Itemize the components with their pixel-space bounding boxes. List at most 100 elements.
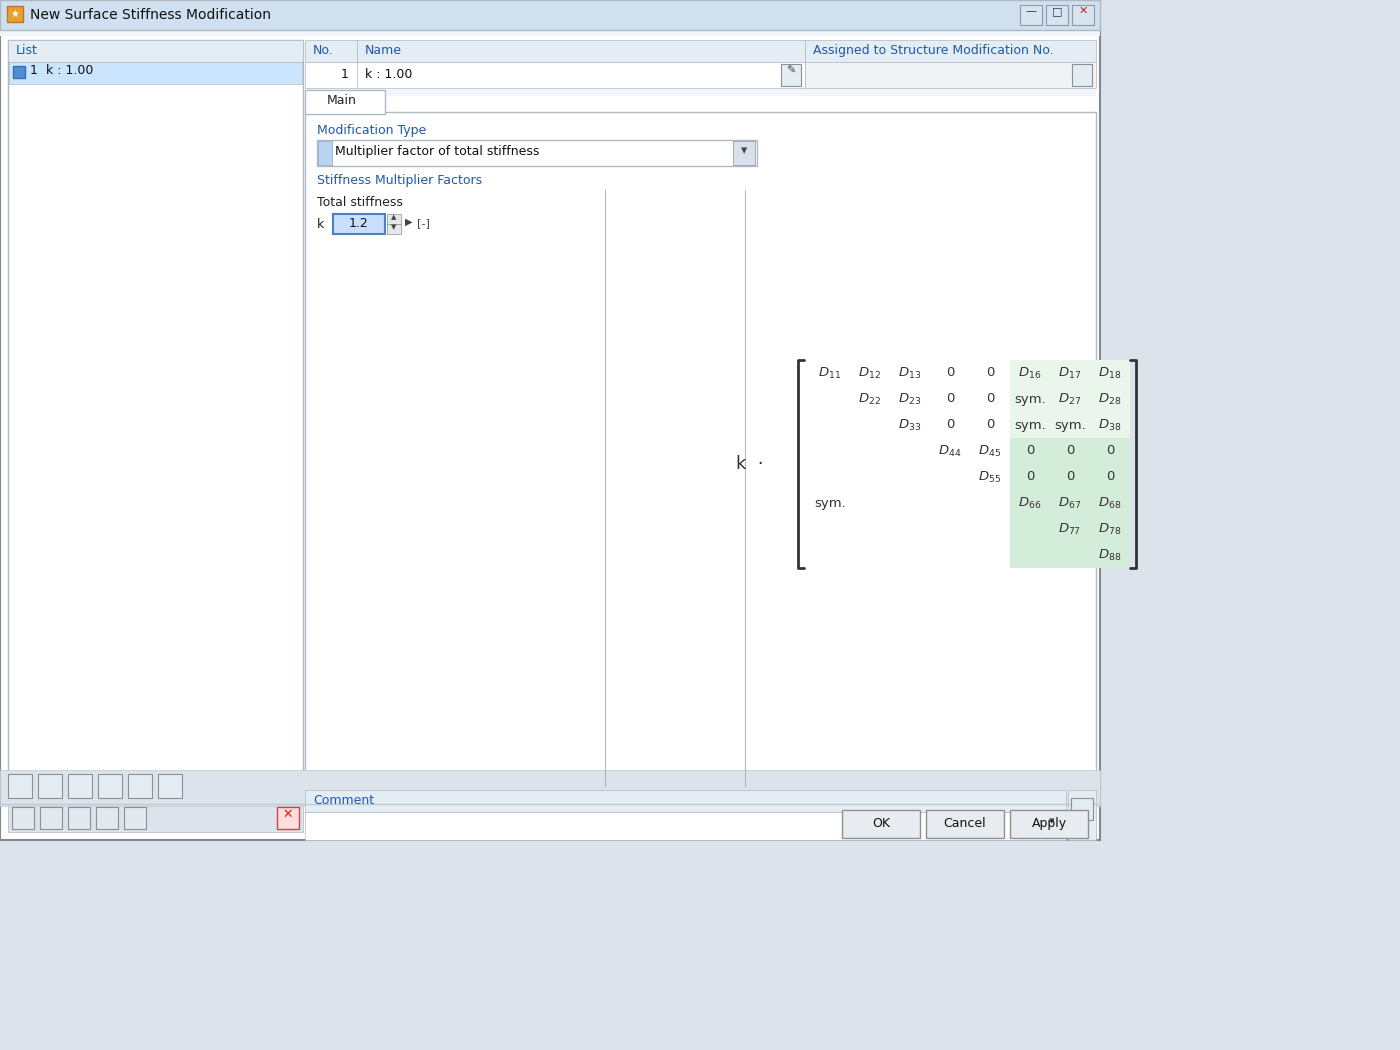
Bar [305,90,385,114]
Bar [316,140,757,166]
Text: 0: 0 [1026,444,1035,458]
Text: $D_{12}$: $D_{12}$ [858,365,882,380]
Text: sym.: sym. [1014,393,1046,405]
Text: $D_{68}$: $D_{68}$ [1099,496,1121,510]
Text: [-]: [-] [417,218,430,228]
Bar [0,770,1100,806]
Bar [1046,5,1068,25]
Bar [0,0,1100,840]
Text: $D_{27}$: $D_{27}$ [1058,392,1082,406]
Text: Multiplier factor of total stiffness: Multiplier factor of total stiffness [335,145,539,158]
Text: ✕: ✕ [1078,6,1088,16]
Bar [98,774,122,798]
Bar [1009,810,1088,838]
Bar [305,812,1065,840]
Bar [305,40,357,62]
Bar [1018,814,1037,838]
Bar [318,141,332,165]
Text: $D_{55}$: $D_{55}$ [979,469,1001,484]
Bar [1009,490,1130,516]
Text: 0: 0 [1106,470,1114,483]
Text: 0: 0 [1026,470,1035,483]
Bar [13,66,25,78]
Text: List: List [15,44,38,57]
Text: $D_{28}$: $D_{28}$ [1099,392,1121,406]
Text: OK: OK [872,817,890,830]
Text: $D_{45}$: $D_{45}$ [979,443,1001,459]
Text: k : 1.00: k : 1.00 [365,68,413,81]
Bar [1072,5,1093,25]
Bar [1021,5,1042,25]
Bar [781,64,801,86]
Text: 0: 0 [946,366,955,379]
Bar [0,0,1100,30]
Text: $D_{16}$: $D_{16}$ [1018,365,1042,380]
Text: $D_{66}$: $D_{66}$ [1018,496,1042,510]
Text: ▶: ▶ [405,217,413,227]
Text: 0: 0 [986,419,994,432]
Text: ✎: ✎ [787,66,795,76]
Bar [8,40,302,802]
Text: 0: 0 [946,393,955,405]
Text: $D_{18}$: $D_{18}$ [1099,365,1121,380]
Bar [0,30,1100,36]
Text: Name: Name [365,44,402,57]
Bar [158,774,182,798]
Bar [8,62,302,84]
Text: □: □ [1051,6,1063,16]
Bar [386,224,400,234]
Text: k : 1.00: k : 1.00 [46,64,94,77]
Bar [127,774,153,798]
Bar [357,40,805,62]
Text: New Surface Stiffness Modification: New Surface Stiffness Modification [29,8,272,22]
Text: Comment: Comment [314,794,374,807]
Text: $D_{88}$: $D_{88}$ [1099,547,1121,563]
Text: $D_{17}$: $D_{17}$ [1058,365,1082,380]
Text: 1.2: 1.2 [349,217,368,230]
Text: No.: No. [314,44,333,57]
Bar [357,62,805,88]
Bar [305,62,357,88]
Bar [8,774,32,798]
Bar [1009,542,1130,568]
Bar [1009,412,1130,438]
Bar [386,214,400,224]
Text: —: — [1025,6,1036,16]
Text: Modification Type: Modification Type [316,124,426,136]
Bar [41,807,62,830]
Bar [305,112,1096,788]
Bar [277,807,300,830]
Bar [805,40,1096,62]
Text: $D_{67}$: $D_{67}$ [1058,496,1082,510]
Bar [97,807,118,830]
Text: ▼: ▼ [392,224,396,230]
Bar [1009,386,1130,412]
Text: ▾: ▾ [1049,816,1054,826]
Text: Assigned to Structure Modification No.: Assigned to Structure Modification No. [813,44,1054,57]
Text: sym.: sym. [815,497,846,509]
Bar [305,88,1096,96]
Bar [1072,64,1092,86]
Bar [69,807,90,830]
Text: 0: 0 [1065,470,1074,483]
Text: Main: Main [328,94,357,107]
Bar [841,810,920,838]
Text: ▾: ▾ [741,144,748,158]
Text: 0: 0 [986,366,994,379]
Text: $D_{23}$: $D_{23}$ [899,392,921,406]
Bar [125,807,146,830]
Bar [8,804,302,832]
Bar [805,62,1096,88]
Text: $D_{33}$: $D_{33}$ [899,418,921,433]
Text: $D_{77}$: $D_{77}$ [1058,522,1082,537]
Bar [1042,814,1063,838]
Bar [1071,798,1093,820]
Text: Cancel: Cancel [944,817,987,830]
Text: $D_{11}$: $D_{11}$ [819,365,841,380]
Text: Stiffness Multiplier Factors: Stiffness Multiplier Factors [316,174,482,187]
Bar [1068,790,1096,840]
Text: ▲: ▲ [392,214,396,220]
Bar [8,40,302,62]
Bar [734,141,755,165]
Text: 0: 0 [946,419,955,432]
